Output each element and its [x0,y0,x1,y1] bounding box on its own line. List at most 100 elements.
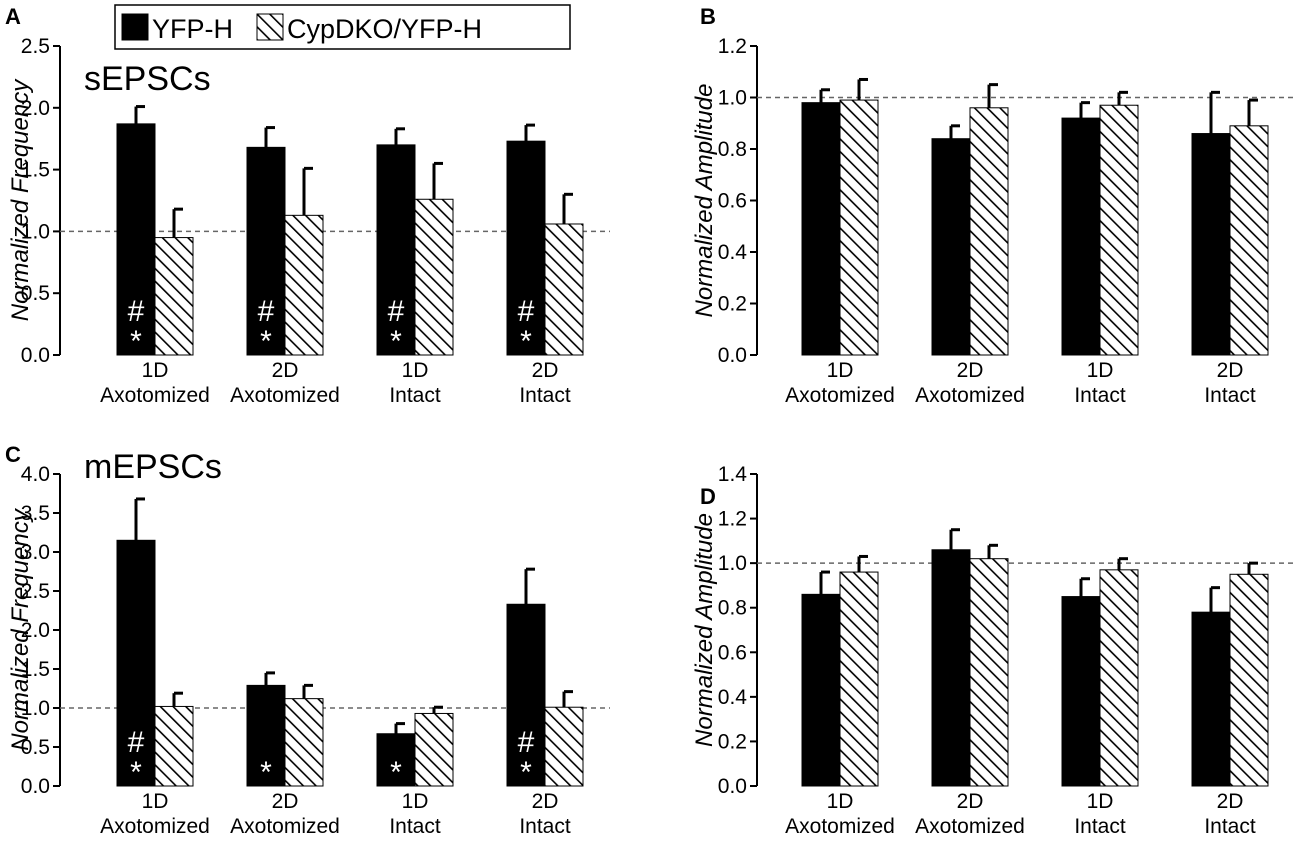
legend-swatch [121,13,149,41]
x-tick-label-line: Intact [389,815,441,838]
x-tick-label-line: 2D [272,790,299,813]
bar [1061,117,1101,356]
x-tick-label: 2D Intact [1204,790,1256,838]
x-tick-label-line: Axotomized [230,815,340,838]
significance-marker: # [388,295,405,328]
significance-marker: * [260,325,272,358]
x-tick-label-line: Axotomized [785,384,895,407]
y-axis-label: Normalized Amplitude [691,84,718,318]
panel-label: D [700,484,716,509]
bar [931,138,971,356]
panel-label: C [5,442,21,467]
y-tick-label: 0.5 [21,736,50,759]
bar [969,558,1009,787]
bar [544,223,584,356]
x-tick-label: 1D Axotomized [100,359,210,407]
x-tick-label-line: Axotomized [100,384,210,407]
bar [1229,125,1269,356]
x-tick-label-line: 2D [532,359,559,382]
x-tick-label: 2D Axotomized [915,359,1025,407]
bar [414,198,454,356]
x-tick-label-line: 1D [1087,359,1114,382]
y-axis-label: Normalized Frequency [7,507,34,750]
y-tick-label: 0.5 [21,282,50,305]
y-axis-label: Normalized Frequency [7,78,34,321]
y-tick-label: 1.4 [718,463,748,486]
x-tick-label-line: Axotomized [915,384,1025,407]
significance-marker: * [260,756,272,789]
bar [376,733,416,787]
x-tick-label-line: 1D [402,359,429,382]
significance-marker: * [520,325,532,358]
significance-marker: * [130,756,142,789]
significance-marker: * [520,756,532,789]
y-tick-label: 1.0 [718,552,747,575]
x-tick-label: 2D Intact [519,359,571,407]
y-tick-label: 1.2 [718,35,747,58]
x-tick-label-line: 1D [142,359,169,382]
y-tick-label: 2.0 [21,619,50,642]
y-tick-label: 1.0 [718,87,747,110]
x-tick-label-line: Intact [1074,384,1126,407]
y-tick-label: 0.0 [718,775,747,798]
y-axis-label: Normalized Amplitude [691,513,718,747]
legend-label: YFP-H [152,14,233,44]
bar [414,712,454,787]
legend-swatch [256,13,284,41]
y-tick-label: 0.6 [718,190,747,213]
bar [1229,573,1269,787]
x-tick-label: 2D Axotomized [230,359,340,407]
y-tick-label: 3.0 [21,541,50,564]
significance-marker: # [128,295,145,328]
y-tick-label: 2.5 [21,35,50,58]
panel-title: sEPSCs [84,60,211,98]
bar [839,99,879,356]
x-tick-label: 1D Intact [389,359,441,407]
y-tick-label: 1.5 [21,658,50,681]
y-tick-label: 4.0 [21,463,50,486]
x-tick-label-line: 2D [1217,790,1244,813]
bar [1099,104,1139,356]
x-tick-label-line: Intact [1204,384,1256,407]
x-tick-label-line: Axotomized [100,815,210,838]
x-tick-label: 1D Axotomized [785,359,895,407]
x-tick-label-line: 2D [1217,359,1244,382]
y-tick-label: 0.4 [718,241,748,264]
bar [801,102,841,356]
x-tick-label: 1D Axotomized [100,790,210,838]
legend-label: CypDKO/YFP-H [287,14,482,44]
y-tick-label: 0.8 [718,597,747,620]
y-tick-label: 2.0 [21,97,50,120]
x-tick-label-line: Intact [519,384,571,407]
bar [116,123,156,356]
significance-marker: * [130,325,142,358]
bar [376,144,416,356]
x-tick-label: 1D Intact [1074,359,1126,407]
y-tick-label: 0.4 [718,686,748,709]
x-tick-label: 2D Axotomized [915,790,1025,838]
bar [284,698,324,787]
bar [284,214,324,356]
y-tick-label: 0.0 [21,775,50,798]
bar [1191,611,1231,787]
x-tick-label-line: 1D [142,790,169,813]
bar [116,539,156,787]
x-tick-label-line: Intact [1074,815,1126,838]
x-tick-label-line: 2D [957,359,984,382]
x-tick-label-line: Intact [389,384,441,407]
panel-title: mEPSCs [84,448,222,486]
y-tick-label: 0.8 [718,138,747,161]
bar [506,140,546,356]
bar [801,593,841,787]
bar [969,107,1009,356]
y-tick-label: 0.2 [718,293,747,316]
y-tick-label: 1.0 [21,697,50,720]
y-tick-label: 0.2 [718,730,747,753]
bar [154,705,194,787]
x-tick-label: 2D Axotomized [230,790,340,838]
bar [506,603,546,787]
x-tick-label-line: 1D [827,790,854,813]
x-tick-label-line: Axotomized [785,815,895,838]
y-tick-label: 1.0 [21,220,50,243]
